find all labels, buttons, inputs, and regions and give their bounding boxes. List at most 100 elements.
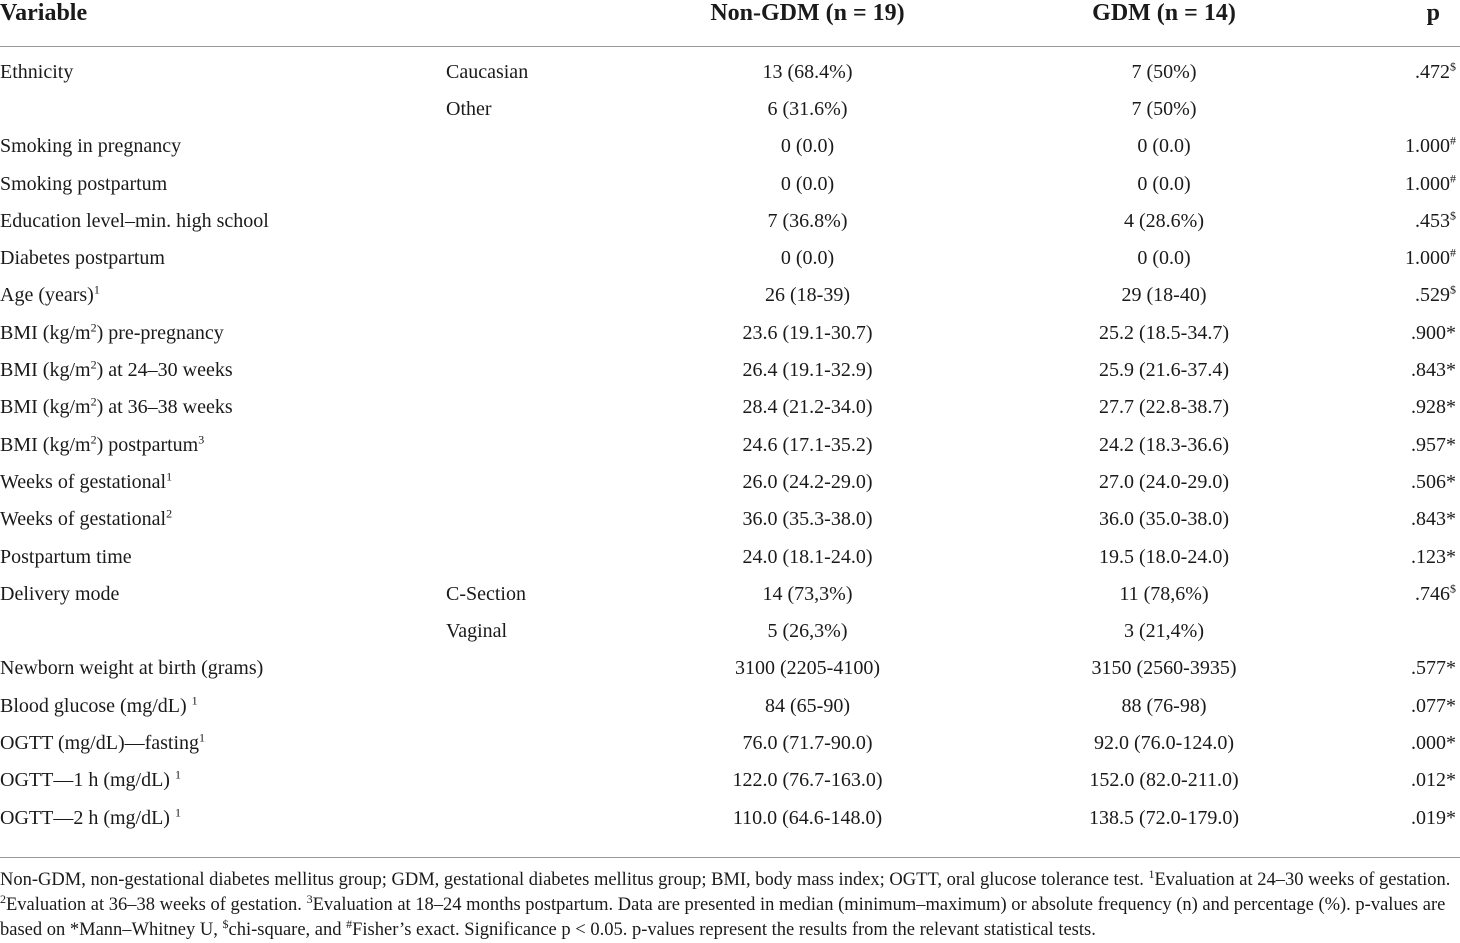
cell-p-value: .957* (1411, 433, 1456, 456)
table-row: BMI (kg/m2) at 36–38 weeks 28.4 (21.2-34.… (0, 389, 1460, 426)
cell-variable (0, 612, 446, 649)
cell-p-value: 1.000# (1405, 245, 1456, 270)
cell-p-value: .019* (1411, 806, 1456, 829)
cell-subcategory (446, 724, 646, 761)
cell-subcategory (446, 799, 646, 836)
table-row: Education level–min. high school 7 (36.8%… (0, 202, 1460, 239)
cell-gdm: 7 (50%) (1131, 60, 1197, 83)
cell-subcategory (446, 165, 646, 202)
cell-p-value: 1.000# (1405, 170, 1456, 195)
table-footnote: Non-GDM, non-gestational diabetes mellit… (0, 866, 1451, 940)
cell-gdm: 29 (18-40) (1121, 284, 1207, 307)
cell-non-gdm: 3100 (2205-4100) (735, 657, 880, 680)
cell-variable (0, 90, 446, 127)
cell-variable: Age (years)1 (0, 282, 100, 307)
cell-non-gdm: 14 (73,3%) (762, 582, 853, 605)
cell-gdm: 11 (78,6%) (1119, 582, 1209, 605)
table-row: OGTT (mg/dL)—fasting1 76.0 (71.7-90.0) 92.… (0, 724, 1460, 761)
table-row: Weeks of gestational1 26.0 (24.2-29.0) 27.… (0, 463, 1460, 500)
table-row: Postpartum time 24.0 (18.1-24.0) 19.5 (18.… (0, 538, 1460, 575)
cell-gdm: 0 (0.0) (1137, 247, 1191, 270)
cell-subcategory: Vaginal (446, 620, 508, 643)
header-row: Variable Non-GDM (n = 19) GDM (n = 14) p (0, 0, 1460, 47)
cell-variable: Newborn weight at birth (grams) (0, 657, 264, 680)
cell-variable: OGTT—2 h (mg/dL) 1 (0, 804, 181, 829)
cell-variable: Education level–min. high school (0, 209, 269, 232)
cell-subcategory (446, 351, 646, 388)
table-row: OGTT—2 h (mg/dL) 1 110.0 (64.6-148.0) 138.… (0, 799, 1460, 836)
cell-gdm: 4 (28.6%) (1124, 209, 1204, 232)
cell-gdm: 0 (0.0) (1137, 135, 1191, 158)
table-row: Delivery mode C-Section 14 (73,3%) 11 (78,6… (0, 575, 1460, 612)
cell-gdm: 25.2 (18.5-34.7) (1099, 321, 1229, 344)
cell-gdm: 27.0 (24.0-29.0) (1099, 470, 1229, 493)
cell-non-gdm: 24.0 (18.1-24.0) (742, 545, 873, 568)
cell-p-value: .928* (1411, 396, 1456, 419)
cell-p-value (1359, 90, 1460, 127)
cell-gdm: 152.0 (82.0-211.0) (1089, 769, 1239, 792)
cell-non-gdm: 0 (0.0) (780, 172, 835, 195)
cell-non-gdm: 23.6 (19.1-30.7) (742, 321, 873, 344)
header-subcategory (446, 0, 646, 47)
cell-gdm: 36.0 (35.0-38.0) (1099, 508, 1229, 531)
cell-variable: BMI (kg/m2) at 24–30 weeks (0, 357, 233, 382)
header-gdm: GDM (n = 14) (1092, 0, 1236, 26)
cell-subcategory (446, 501, 646, 538)
cell-gdm: 3 (21,4%) (1124, 620, 1204, 643)
table-row: Newborn weight at birth (grams) 3100 (220… (0, 650, 1460, 687)
table-row: Weeks of gestational2 36.0 (35.3-38.0) 36.… (0, 501, 1460, 538)
table-row: OGTT—1 h (mg/dL) 1 122.0 (76.7-163.0) 152.… (0, 762, 1460, 799)
cell-p-value: 1.000# (1405, 133, 1456, 158)
cell-p-value: .453$ (1415, 208, 1456, 232)
table-row: BMI (kg/m2) pre-pregnancy 23.6 (19.1-30.7… (0, 314, 1460, 351)
cell-p-value: .012* (1411, 769, 1456, 792)
cell-non-gdm: 7 (36.8%) (767, 209, 848, 232)
table-row: Smoking in pregnancy 0 (0.0) 0 (0.0) 1.000# (0, 128, 1460, 165)
cell-non-gdm: 5 (26,3%) (767, 620, 848, 643)
table-row: Other 6 (31.6%) 7 (50%) (0, 90, 1460, 127)
cell-gdm: 19.5 (18.0-24.0) (1099, 545, 1229, 568)
cell-variable: BMI (kg/m2) pre-pregnancy (0, 320, 224, 344)
cell-variable: Diabetes postpartum (0, 247, 165, 270)
cell-gdm: 138.5 (72.0-179.0) (1089, 806, 1239, 829)
cell-gdm: 25.9 (21.6-37.4) (1099, 359, 1229, 382)
cell-variable: Smoking postpartum (0, 172, 168, 195)
cell-subcategory: Caucasian (446, 60, 529, 83)
cell-p-value: .123* (1411, 545, 1456, 568)
cell-variable: BMI (kg/m2) postpartum3 (0, 431, 205, 456)
cell-gdm: 88 (76-98) (1121, 694, 1207, 717)
cell-p-value: .077* (1411, 694, 1456, 717)
cell-variable: Blood glucose (mg/dL) 1 (0, 693, 198, 717)
cell-non-gdm: 26 (18-39) (765, 284, 850, 307)
cell-p-value: .506* (1411, 470, 1456, 493)
cell-non-gdm: 110.0 (64.6-148.0) (732, 806, 883, 829)
header-non-gdm: Non-GDM (n = 19) (710, 0, 905, 26)
cell-non-gdm: 0 (0.0) (780, 247, 835, 270)
cell-subcategory (446, 762, 646, 799)
cell-non-gdm: 84 (65-90) (765, 694, 850, 717)
cell-subcategory: Other (446, 97, 492, 120)
cell-p-value: .472$ (1415, 58, 1456, 83)
cell-gdm: 3150 (2560-3935) (1091, 657, 1237, 680)
cell-non-gdm: 0 (0.0) (780, 135, 835, 158)
results-table: Variable Non-GDM (n = 19) GDM (n = 14) p… (0, 0, 1460, 836)
table-row: BMI (kg/m2) postpartum3 24.6 (17.1-35.2) 2… (0, 426, 1460, 463)
cell-p-value: .577* (1411, 657, 1456, 680)
header-variable: Variable (0, 0, 88, 26)
cell-non-gdm: 26.0 (24.2-29.0) (742, 470, 873, 493)
cell-non-gdm: 26.4 (19.1-32.9) (742, 359, 873, 382)
cell-gdm: 0 (0.0) (1137, 172, 1191, 195)
table-row: Age (years)1 26 (18-39) 29 (18-40) .529$ (0, 277, 1460, 314)
cell-subcategory (446, 687, 646, 724)
cell-subcategory (446, 239, 646, 276)
table-row: Ethnicity Caucasian 13 (68.4%) 7 (50%) .472$ (0, 47, 1460, 91)
cell-variable: OGTT (mg/dL)—fasting1 (0, 730, 206, 754)
table-row: BMI (kg/m2) at 24–30 weeks 26.4 (19.1-32.… (0, 351, 1460, 388)
cell-non-gdm: 13 (68.4%) (762, 60, 853, 83)
cell-subcategory (446, 389, 646, 426)
cell-variable: Postpartum time (0, 545, 132, 568)
cell-subcategory (446, 277, 646, 314)
cell-p-value (1359, 612, 1460, 649)
cell-p-value: .529$ (1415, 282, 1456, 307)
cell-subcategory (446, 202, 646, 239)
